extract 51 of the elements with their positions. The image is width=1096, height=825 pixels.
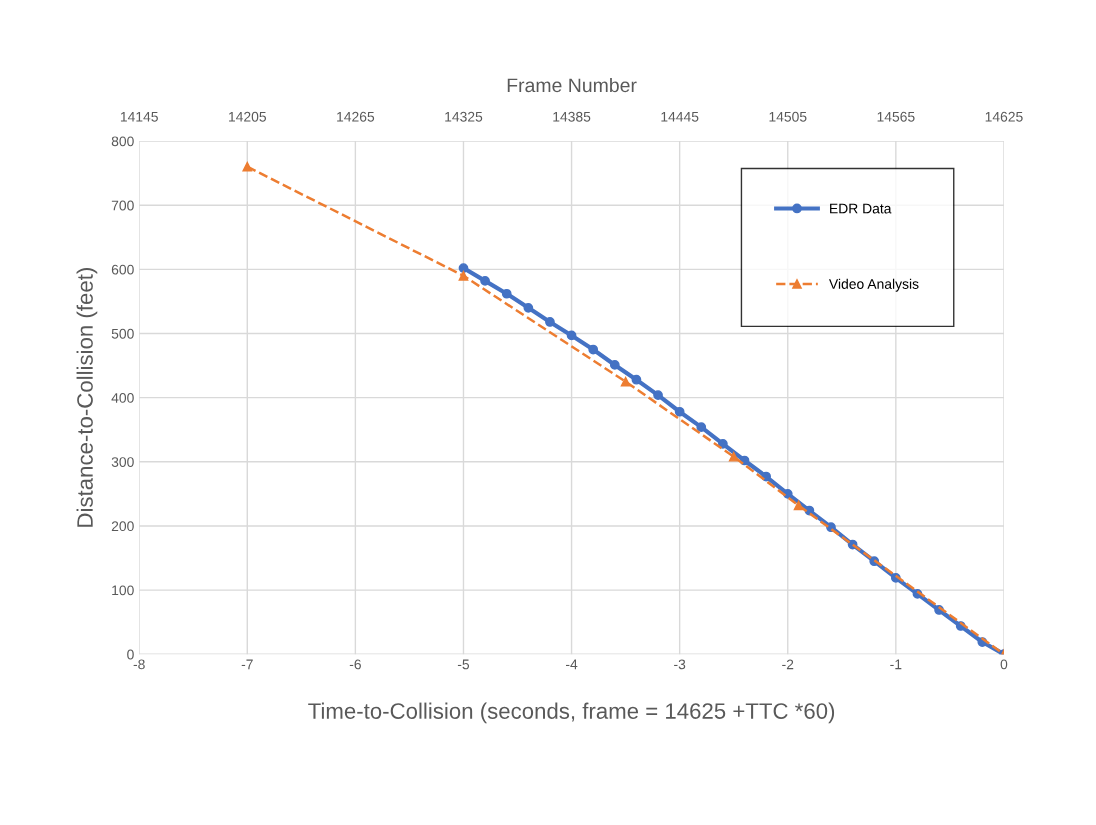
point (718, 438, 728, 449)
x2-axis-title: Frame Number (507, 77, 637, 93)
x2-tick-label: 14205 (229, 111, 267, 122)
x2-tick-label: 14505 (769, 111, 807, 122)
point (545, 317, 555, 327)
point (728, 451, 739, 462)
point (523, 302, 534, 313)
point (458, 270, 469, 281)
point (653, 390, 663, 400)
x2-tick-label: 14325 (445, 111, 483, 122)
point (501, 288, 512, 299)
x-tick-label: 0 (1000, 659, 1008, 670)
x2-tick-label: 14445 (661, 111, 699, 122)
point (761, 471, 771, 482)
x-tick-label: -2 (782, 659, 794, 670)
y-tick-label: 800 (111, 136, 134, 147)
point (620, 376, 631, 387)
point (458, 263, 469, 273)
y-tick-label: 300 (111, 457, 134, 467)
point (588, 344, 599, 355)
x2-tick-label: 14565 (877, 111, 915, 122)
point (480, 276, 490, 286)
y-tick-label: 0 (127, 649, 134, 660)
y-tick-label: 700 (111, 200, 134, 211)
x2-tick-label: 14145 (120, 111, 158, 122)
y-tick-label: 100 (112, 585, 134, 596)
x2-tick-label: 14625 (985, 111, 1023, 122)
point (242, 161, 253, 172)
x2-tick-label: 14265 (337, 111, 375, 122)
point (696, 422, 707, 433)
point (566, 330, 577, 341)
x-tick-label: -7 (241, 659, 253, 670)
y-axis-title: Distance-to-Collision (feet) (76, 268, 98, 527)
x-tick-label: -3 (674, 659, 686, 670)
point (631, 374, 642, 385)
y-tick-label: 200 (111, 521, 134, 532)
x-tick-label: -6 (349, 659, 361, 670)
x-tick-label: -5 (457, 659, 470, 670)
x-tick-label: -8 (133, 659, 145, 670)
y-tick-label: 600 (111, 264, 134, 275)
legend-label: EDR Data (830, 203, 892, 214)
legend-label: Video Analysis (829, 278, 919, 292)
x2-tick-label: 14385 (553, 111, 591, 122)
x-tick-label: -4 (566, 659, 578, 670)
y-tick-label: 400 (111, 392, 134, 403)
x-axis-title: Time-to-Collision (seconds, frame = 14625 +TTC *60) (308, 702, 835, 724)
point (674, 406, 685, 417)
point (609, 360, 620, 370)
x-tick-label: -1 (890, 659, 902, 670)
y-tick-label: 500 (111, 328, 134, 339)
point (793, 500, 804, 511)
